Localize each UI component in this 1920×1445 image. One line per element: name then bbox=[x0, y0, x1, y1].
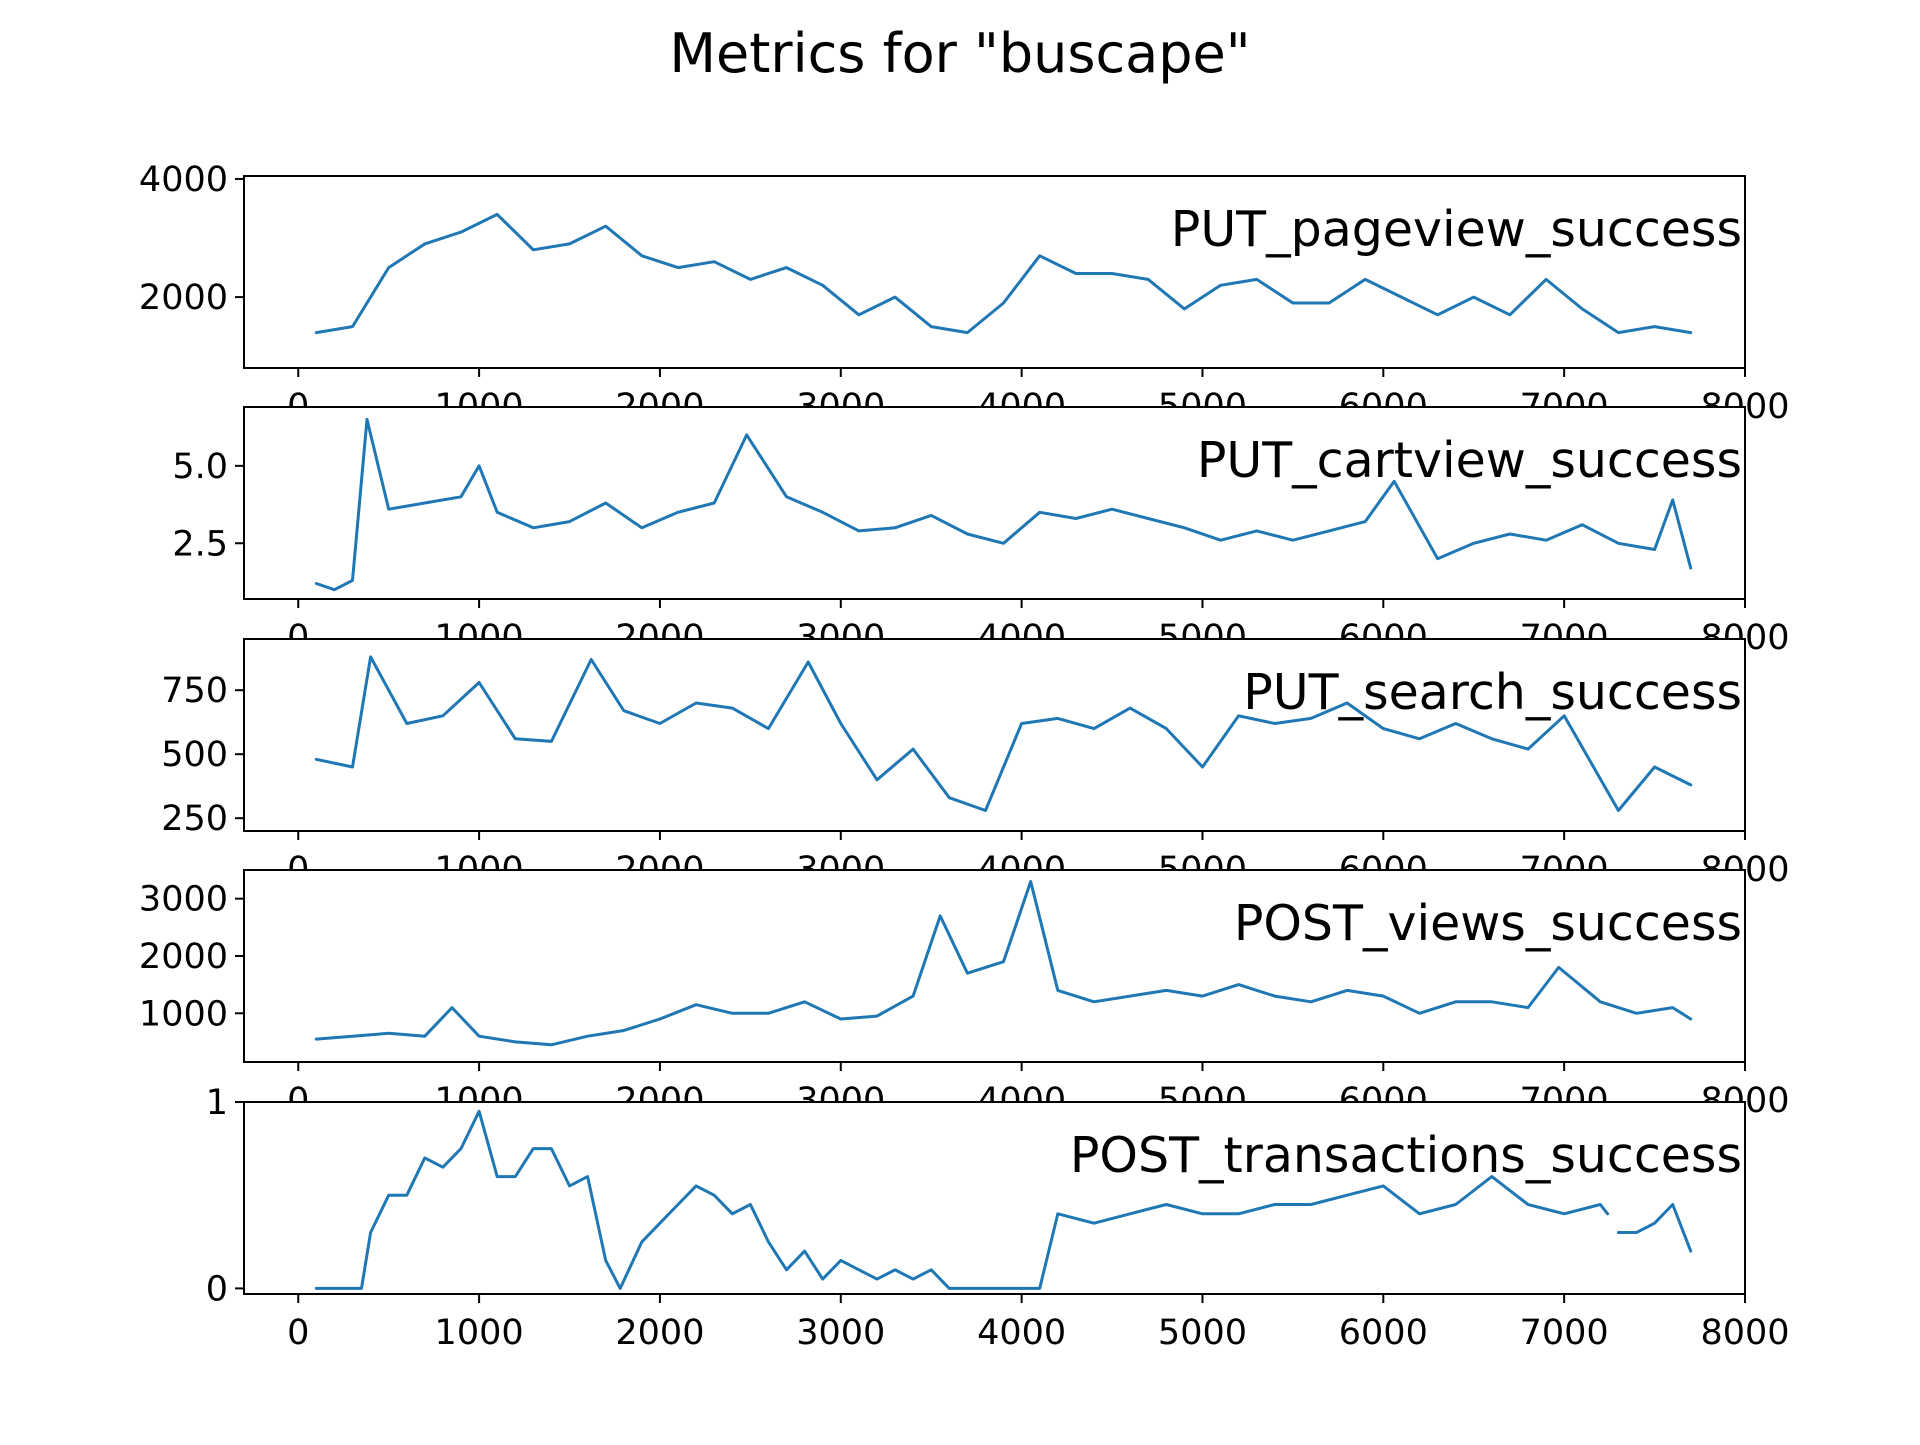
x-tick-label: 5000 bbox=[1158, 1313, 1247, 1353]
subplot-1: 0100020003000400050006000700080002000400… bbox=[139, 160, 1790, 427]
x-tick-label: 3000 bbox=[796, 1313, 885, 1353]
x-tick-label: 0 bbox=[287, 1313, 309, 1353]
y-tick-label: 0 bbox=[206, 1269, 228, 1309]
x-tick-label: 2000 bbox=[615, 1313, 704, 1353]
series-line bbox=[314, 655, 1693, 812]
subplot-5: 0 1000 2000 3000 4000 5000 6000 7000 8000 0 1 bbox=[206, 1083, 1790, 1353]
x-tick-label: 1000 bbox=[435, 1313, 524, 1353]
y-tick-label: 2000 bbox=[139, 937, 228, 977]
series-label: PUT_search_success bbox=[1243, 664, 1742, 721]
series-line bbox=[314, 212, 1693, 335]
y-tick-label: 1 bbox=[206, 1083, 228, 1123]
y-tick-label: 1000 bbox=[139, 994, 228, 1034]
axes-frame bbox=[243, 175, 1746, 369]
series-label: POST_views_success bbox=[1234, 895, 1742, 952]
y-tick-label: 3000 bbox=[139, 880, 228, 920]
y-tick-label: 750 bbox=[161, 671, 228, 711]
x-tick-label: 8000 bbox=[1700, 1313, 1789, 1353]
series-line bbox=[314, 1109, 1693, 1290]
y-tick-label: 5.0 bbox=[172, 447, 228, 487]
x-tick-label: 4000 bbox=[977, 1313, 1066, 1353]
y-tick-label: 500 bbox=[161, 735, 228, 775]
subplot-3: 0100020003000400050006000700080002505007… bbox=[161, 638, 1790, 890]
series-line bbox=[314, 880, 1693, 1047]
x-tick-label: 6000 bbox=[1339, 1313, 1428, 1353]
y-tick-label: 2000 bbox=[139, 278, 228, 318]
axes-frame bbox=[243, 1101, 1746, 1295]
x-tick-label: 7000 bbox=[1520, 1313, 1609, 1353]
subplot-stack: 0100020003000400050006000700080002000400… bbox=[139, 160, 1790, 1353]
series-line bbox=[314, 417, 1693, 592]
series-label: POST_transactions_success bbox=[1070, 1127, 1742, 1184]
subplot-2: 0100020003000400050006000700080002.55.0 bbox=[172, 406, 1790, 658]
series-label: PUT_cartview_success bbox=[1197, 432, 1742, 489]
y-tick-label: 4000 bbox=[139, 160, 228, 200]
axes-frame bbox=[243, 638, 1746, 832]
y-tick-label: 2.5 bbox=[172, 524, 228, 564]
y-tick-label: 250 bbox=[161, 799, 228, 839]
figure-title: Metrics for "buscape" bbox=[669, 22, 1250, 85]
series-label: PUT_pageview_success bbox=[1171, 201, 1742, 258]
